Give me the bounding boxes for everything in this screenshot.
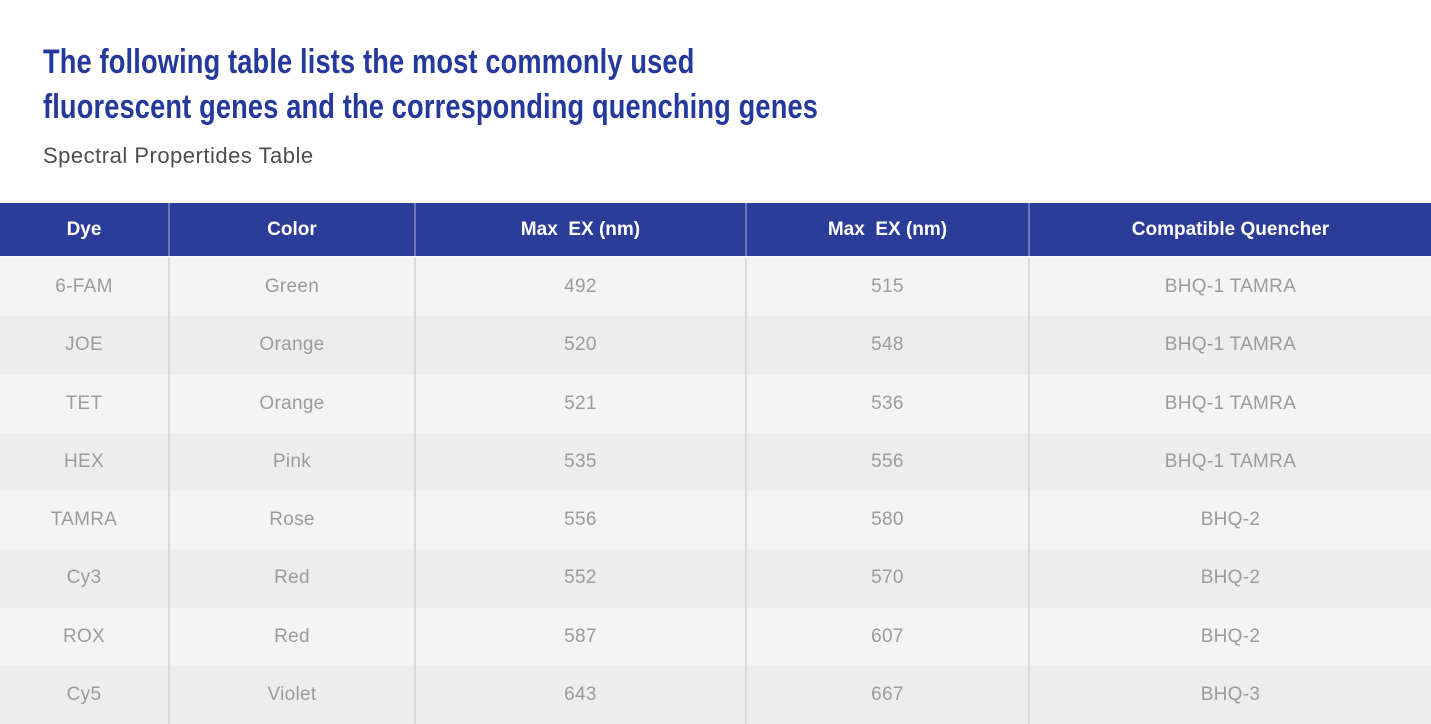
cell-color: Violet — [167, 665, 414, 724]
table-row-tet: TET Orange 521 536 BHQ-1 TAMRA — [0, 374, 1431, 433]
cell-color: Orange — [167, 374, 414, 433]
cell-dye: ROX — [62, 625, 106, 647]
cell-max-ex-1: 492 — [413, 258, 745, 317]
page-title-line-1: The following table lists the most commo… — [43, 43, 695, 81]
cell-max-ex-2: 570 — [744, 549, 1028, 608]
cell-quencher: BHQ-1 TAMRA — [1028, 432, 1431, 491]
cell-color: Pink — [167, 432, 414, 491]
cell-max-ex-2: 667 — [744, 665, 1028, 724]
cell-dye: Cy3 — [66, 567, 102, 589]
page-subtitle: Spectral Propertides Table — [43, 143, 314, 168]
cell-color: Red — [167, 607, 414, 666]
cell-max-ex-1: 556 — [413, 491, 745, 550]
cell-quencher: BHQ-1 TAMRA — [1028, 258, 1431, 317]
cell-dye: TET — [65, 392, 103, 414]
cell-max-ex-2: 515 — [744, 258, 1028, 317]
cell-quencher: BHQ-1 TAMRA — [1028, 374, 1431, 433]
table-row-cy5: Cy5 Violet 643 667 BHQ-3 — [0, 665, 1431, 724]
cell-color: Green — [167, 258, 414, 317]
cell-max-ex-1: 587 — [413, 607, 745, 666]
table-row-joe: JOE Orange 520 548 BHQ-1 TAMRA — [0, 316, 1431, 375]
cell-quencher: BHQ-2 — [1028, 607, 1431, 666]
cell-max-ex-2: 536 — [744, 374, 1028, 433]
cell-quencher: BHQ-2 — [1028, 549, 1431, 608]
cell-max-ex-2: 556 — [744, 432, 1028, 491]
cell-dye: TAMRA — [50, 509, 118, 531]
page-title: The following table lists the most commo… — [43, 40, 818, 130]
table-body: 6-FAM Green 492 515 BHQ-1 TAMRA JOE Orange 520 5… — [0, 258, 1431, 724]
cell-max-ex-1: 520 — [413, 316, 745, 375]
cell-quencher: BHQ-3 — [1028, 665, 1431, 724]
cell-max-ex-1: 521 — [413, 374, 745, 433]
table-row-6-fam: 6-FAM Green 492 515 BHQ-1 TAMRA — [0, 258, 1431, 317]
table-row-tamra: TAMRA Rose 556 580 BHQ-2 — [0, 491, 1431, 550]
spectral-properties-table: Dye Color Max EX (nm) Max EX (nm) Compatible… — [0, 203, 1431, 724]
table-row-cy3: Cy3 Red 552 570 BHQ-2 — [0, 549, 1431, 608]
table-row-rox: ROX Red 587 607 BHQ-2 — [0, 607, 1431, 666]
column-header-color: Color — [167, 203, 414, 256]
cell-dye: HEX — [64, 450, 104, 472]
cell-max-ex-2: 580 — [744, 491, 1028, 550]
column-header-compatible-quencher: Compatible Quencher — [1028, 203, 1431, 256]
column-header-max-ex-1: Max EX (nm) — [413, 203, 745, 256]
column-header-dye: Dye — [66, 218, 102, 240]
cell-max-ex-1: 552 — [413, 549, 745, 608]
cell-color: Rose — [167, 491, 414, 550]
cell-max-ex-1: 535 — [413, 432, 745, 491]
cell-max-ex-2: 607 — [744, 607, 1028, 666]
cell-dye: Cy5 — [66, 683, 102, 705]
table-row-hex: HEX Pink 535 556 BHQ-1 TAMRA — [0, 432, 1431, 491]
column-header-max-ex-2: Max EX (nm) — [744, 203, 1028, 256]
cell-color: Red — [167, 549, 414, 608]
cell-dye: 6-FAM — [55, 276, 113, 298]
cell-color: Orange — [167, 316, 414, 375]
page-title-line-2: fluorescent genes and the corresponding … — [43, 88, 819, 126]
cell-dye: JOE — [65, 334, 103, 356]
cell-quencher: BHQ-2 — [1028, 491, 1431, 550]
table-header-row: Dye Color Max EX (nm) Max EX (nm) Compatible… — [0, 203, 1431, 258]
cell-max-ex-2: 548 — [744, 316, 1028, 375]
cell-quencher: BHQ-1 TAMRA — [1028, 316, 1431, 375]
cell-max-ex-1: 643 — [413, 665, 745, 724]
heading-block: The following table lists the most commo… — [43, 40, 1012, 169]
